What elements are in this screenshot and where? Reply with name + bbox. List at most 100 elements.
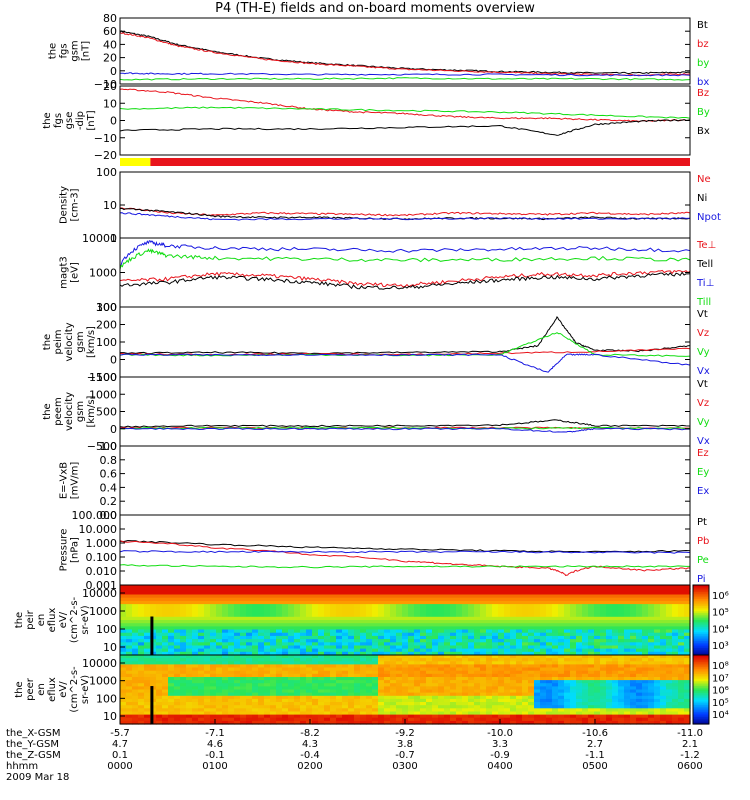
spectrogram-cell <box>654 689 661 694</box>
spectrogram-cell <box>156 585 163 589</box>
spectrogram-cell <box>222 717 229 722</box>
spectrogram-cell <box>372 705 379 709</box>
spectrogram-cell <box>564 711 571 716</box>
spectrogram-cell <box>552 594 559 599</box>
spectrogram-cell <box>594 642 601 647</box>
spectrogram-cell <box>402 629 409 634</box>
y-axis-label: peim <box>53 329 64 354</box>
spectrogram-cell <box>162 616 169 621</box>
spectrogram-cell <box>294 642 301 647</box>
spectrogram-cell <box>372 623 379 627</box>
spectrogram-cell <box>390 620 397 624</box>
spectrogram-cell <box>204 626 211 631</box>
spectrogram-cell <box>498 591 505 596</box>
spectrogram-cell <box>600 651 607 656</box>
spectrogram-cell <box>324 600 331 605</box>
spectrogram-cell <box>486 708 493 712</box>
spectrogram-cell <box>234 597 241 602</box>
spectrogram-cell <box>672 683 679 687</box>
spectrogram-cell <box>534 689 541 694</box>
spectrogram-cell <box>612 695 619 700</box>
series-Bx <box>119 119 691 136</box>
spectrogram-cell <box>666 658 673 662</box>
spectrogram-cell <box>288 667 295 672</box>
data-gap <box>150 686 154 724</box>
spectrogram-cell <box>240 585 247 589</box>
spectrogram-cell <box>546 655 553 659</box>
spectrogram-cell <box>588 714 595 719</box>
spectrogram-cell <box>216 629 223 634</box>
spectrogram-cell <box>222 658 229 662</box>
spectrogram-cell <box>462 613 469 618</box>
spectrogram-cell <box>282 585 289 589</box>
spectrogram-cell <box>144 600 151 605</box>
spectrogram-cell <box>486 664 493 669</box>
spectrogram-cell <box>306 585 313 589</box>
spectrogram-cell <box>390 683 397 687</box>
spectrogram-cell <box>378 597 385 602</box>
spectrogram-cell <box>378 585 385 589</box>
spectrogram-cell <box>642 632 649 637</box>
spectrogram-cell <box>522 626 529 631</box>
spectrogram-cell <box>222 639 229 643</box>
spectrogram-cell <box>522 689 529 694</box>
spectrogram-cell <box>342 610 349 615</box>
spectrogram-cell <box>492 683 499 687</box>
spectrogram-cell <box>648 661 655 665</box>
spectrogram-cell <box>366 642 373 647</box>
y-tick-label: 1.0 <box>100 440 118 453</box>
spectrogram-cell <box>318 711 325 716</box>
spectrogram-cell <box>642 705 649 709</box>
spectrogram-cell <box>126 702 133 706</box>
spectrogram-cell <box>420 689 427 694</box>
spectrogram-cell <box>150 658 157 662</box>
spectrogram-cell <box>618 692 625 697</box>
spectrogram-cell <box>312 695 319 700</box>
y-tick-label: −10 <box>94 78 117 91</box>
spectrogram-cell <box>486 667 493 672</box>
spectrogram-cell <box>612 613 619 618</box>
spectrogram-cell <box>324 588 331 592</box>
spectrogram-cell <box>678 677 685 681</box>
spectrogram-cell <box>468 720 475 725</box>
spectrogram-cell <box>600 610 607 615</box>
spectrogram-cell <box>240 667 247 672</box>
spectrogram-cell <box>270 600 277 605</box>
spectrogram-cell <box>276 626 283 631</box>
y-tick-label: 0 <box>110 115 117 128</box>
spectrogram-cell <box>528 645 535 650</box>
spectrogram-cell <box>588 651 595 656</box>
spectrogram-cell <box>180 673 187 678</box>
spectrogram-cell <box>156 635 163 640</box>
spectrogram-cell <box>468 594 475 599</box>
spectrogram-cell <box>522 717 529 722</box>
spectrogram-cell <box>312 651 319 656</box>
spectrogram-cell <box>402 594 409 599</box>
spectrogram-cell <box>498 720 505 725</box>
spectrogram-cell <box>372 635 379 640</box>
spectrogram-cell <box>594 664 601 669</box>
spectrogram-cell <box>276 642 283 647</box>
spectrogram-cell <box>156 673 163 678</box>
y-tick-label: 0.2 <box>100 495 118 508</box>
spectrogram-cell <box>276 623 283 627</box>
spectrogram-cell <box>354 670 361 675</box>
spectrogram-cell <box>312 664 319 669</box>
spectrogram-cell <box>204 588 211 592</box>
spectrogram-cell <box>162 626 169 631</box>
spectrogram-cell <box>354 588 361 592</box>
spectrogram-cell <box>426 594 433 599</box>
spectrogram-cell <box>360 604 367 608</box>
spectrogram-cell <box>378 613 385 618</box>
spectrogram-cell <box>456 683 463 687</box>
spectrogram-cell <box>570 607 577 612</box>
spectrogram-cell <box>546 661 553 665</box>
series-By <box>119 106 691 119</box>
spectrogram-cell <box>336 588 343 592</box>
spectrogram-cell <box>510 616 517 621</box>
spectrogram-cell <box>186 604 193 608</box>
spectrogram-cell <box>252 626 259 631</box>
spectrogram-cell <box>438 588 445 592</box>
spectrogram-cell <box>618 664 625 669</box>
spectrogram-cell <box>678 635 685 640</box>
